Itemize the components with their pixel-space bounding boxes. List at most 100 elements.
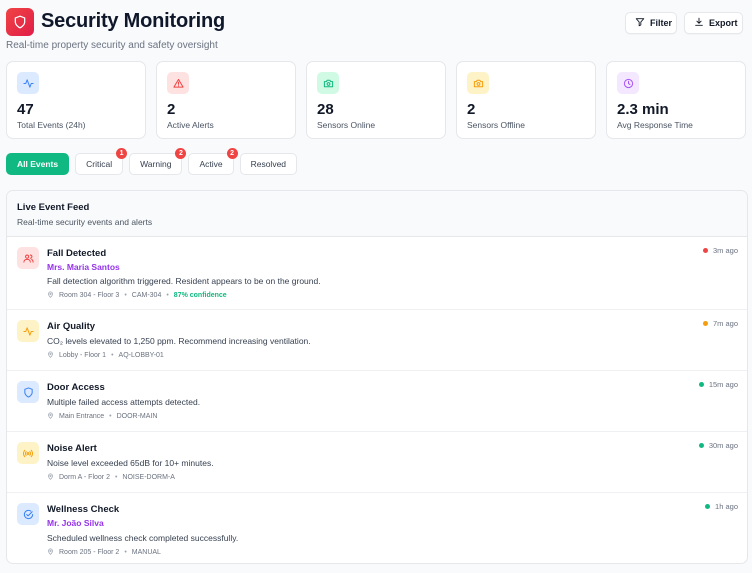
alert-triangle-icon — [167, 72, 189, 94]
stat-card-avg-response: 2.3 min Avg Response Time — [606, 61, 746, 139]
event-person-link[interactable]: Mrs. Maria Santos — [47, 262, 120, 272]
feed-subtitle: Real-time security events and alerts — [17, 217, 153, 227]
event-location: Room 304 - Floor 3 — [59, 292, 120, 299]
event-time: 3m ago — [702, 246, 738, 255]
event-time-label: 15m ago — [708, 380, 738, 389]
count-badge: 1 — [116, 148, 128, 159]
users-icon — [17, 247, 39, 269]
event-item-fall-detected[interactable]: Fall Detected Mrs. Maria Santos Fall det… — [7, 237, 747, 310]
tab-resolved[interactable]: Resolved — [239, 153, 298, 175]
event-title: Door Access — [47, 382, 105, 393]
tab-label: Resolved — [250, 159, 287, 169]
event-meta: Room 304 - Floor 3 • CAM-304 • 87% confi… — [47, 291, 227, 300]
export-label: Export — [709, 18, 738, 28]
stats-row: 47 Total Events (24h) 2 Active Alerts 28… — [6, 61, 746, 139]
tab-all-events[interactable]: All Events — [6, 153, 70, 175]
filter-label: Filter — [650, 18, 673, 28]
event-title: Fall Detected — [47, 248, 107, 259]
count-badge: 2 — [226, 148, 238, 159]
separator: • — [111, 352, 114, 359]
event-item-wellness-check[interactable]: Wellness Check Mr. João Silva Scheduled … — [7, 493, 747, 563]
event-device: NOISE-DORM-A — [122, 474, 175, 481]
event-title: Noise Alert — [47, 443, 97, 454]
tab-label: Critical — [86, 159, 113, 169]
radio-icon — [17, 442, 39, 464]
location-pin-icon — [47, 473, 54, 482]
filter-button[interactable]: Filter — [625, 12, 677, 34]
event-item-door-access[interactable]: Door Access Multiple failed access attem… — [7, 371, 747, 432]
location-pin-icon — [47, 548, 54, 557]
stat-label: Sensors Online — [317, 120, 376, 130]
event-device: CAM-304 — [131, 292, 162, 299]
event-time-label: 3m ago — [712, 246, 738, 255]
status-dot-icon — [702, 321, 708, 326]
activity-icon — [17, 72, 39, 94]
event-time: 1h ago — [705, 502, 738, 511]
download-icon — [694, 17, 704, 29]
location-pin-icon — [47, 412, 54, 421]
shield-icon — [17, 381, 39, 403]
check-circle-icon — [17, 503, 39, 525]
event-time: 30m ago — [698, 441, 738, 450]
filter-icon — [635, 17, 645, 29]
event-description: Scheduled wellness check completed succe… — [47, 533, 239, 543]
event-description: Multiple failed access attempts detected… — [47, 397, 201, 407]
stat-card-active-alerts: 2 Active Alerts — [156, 61, 296, 139]
tab-label: All Events — [17, 159, 59, 169]
event-description: Fall detection algorithm triggered. Resi… — [47, 276, 321, 286]
tab-active[interactable]: Active 2 — [188, 148, 238, 175]
status-dot-icon — [705, 504, 711, 509]
event-confidence: 87% confidence — [173, 292, 227, 299]
separator: • — [109, 413, 112, 420]
camera-icon — [317, 72, 339, 94]
activity-icon — [17, 320, 39, 342]
page-header: Security Monitoring Real-time property s… — [6, 7, 748, 55]
event-device: AQ-LOBBY-01 — [118, 352, 164, 359]
stat-label: Active Alerts — [167, 120, 214, 130]
event-meta: Room 205 - Floor 2 • MANUAL — [47, 548, 161, 557]
location-pin-icon — [47, 291, 54, 300]
tab-label: Warning — [140, 159, 172, 169]
stat-label: Total Events (24h) — [17, 120, 86, 130]
stat-card-total-events: 47 Total Events (24h) — [6, 61, 146, 139]
export-button[interactable]: Export — [684, 12, 743, 34]
feed-header: Live Event Feed Real-time security event… — [7, 191, 747, 237]
tab-critical[interactable]: Critical 1 — [75, 148, 128, 175]
page-title: Security Monitoring — [41, 10, 225, 32]
stat-label: Sensors Offline — [467, 120, 525, 130]
event-item-noise-alert[interactable]: Noise Alert Noise level exceeded 65dB fo… — [7, 432, 747, 493]
status-dot-icon — [698, 382, 704, 387]
stat-label: Avg Response Time — [617, 120, 693, 130]
event-meta: Main Entrance • DOOR-MAIN — [47, 412, 157, 421]
event-time-label: 1h ago — [715, 502, 738, 511]
event-device: DOOR-MAIN — [116, 413, 158, 420]
event-time-label: 30m ago — [708, 441, 738, 450]
event-device: MANUAL — [131, 549, 161, 556]
live-event-feed: Live Event Feed Real-time security event… — [6, 190, 748, 564]
camera-icon — [467, 72, 489, 94]
event-title: Wellness Check — [47, 504, 120, 515]
event-item-air-quality[interactable]: Air Quality CO₂ levels elevated to 1,250… — [7, 310, 747, 371]
stat-card-sensors-offline: 2 Sensors Offline — [456, 61, 596, 139]
stat-value: 2.3 min — [617, 101, 669, 118]
event-location: Room 205 - Floor 2 — [59, 549, 120, 556]
event-title: Air Quality — [47, 321, 96, 332]
event-location: Lobby - Floor 1 — [59, 352, 107, 359]
event-time-label: 7m ago — [712, 319, 738, 328]
status-dot-icon — [698, 443, 704, 448]
stat-value: 47 — [17, 101, 34, 118]
feed-title: Live Event Feed — [17, 202, 90, 213]
stat-value: 2 — [467, 101, 476, 118]
event-time: 15m ago — [698, 380, 738, 389]
stat-value: 2 — [167, 101, 176, 118]
count-badge: 2 — [175, 148, 187, 159]
tab-warning[interactable]: Warning 2 — [129, 148, 187, 175]
tab-label: Active — [199, 159, 223, 169]
event-person-link[interactable]: Mr. João Silva — [47, 518, 104, 528]
separator: • — [114, 474, 118, 481]
event-time: 7m ago — [702, 319, 738, 328]
separator: • — [124, 549, 127, 556]
event-location: Main Entrance — [59, 413, 105, 420]
clock-icon — [617, 72, 639, 94]
location-pin-icon — [47, 351, 54, 360]
